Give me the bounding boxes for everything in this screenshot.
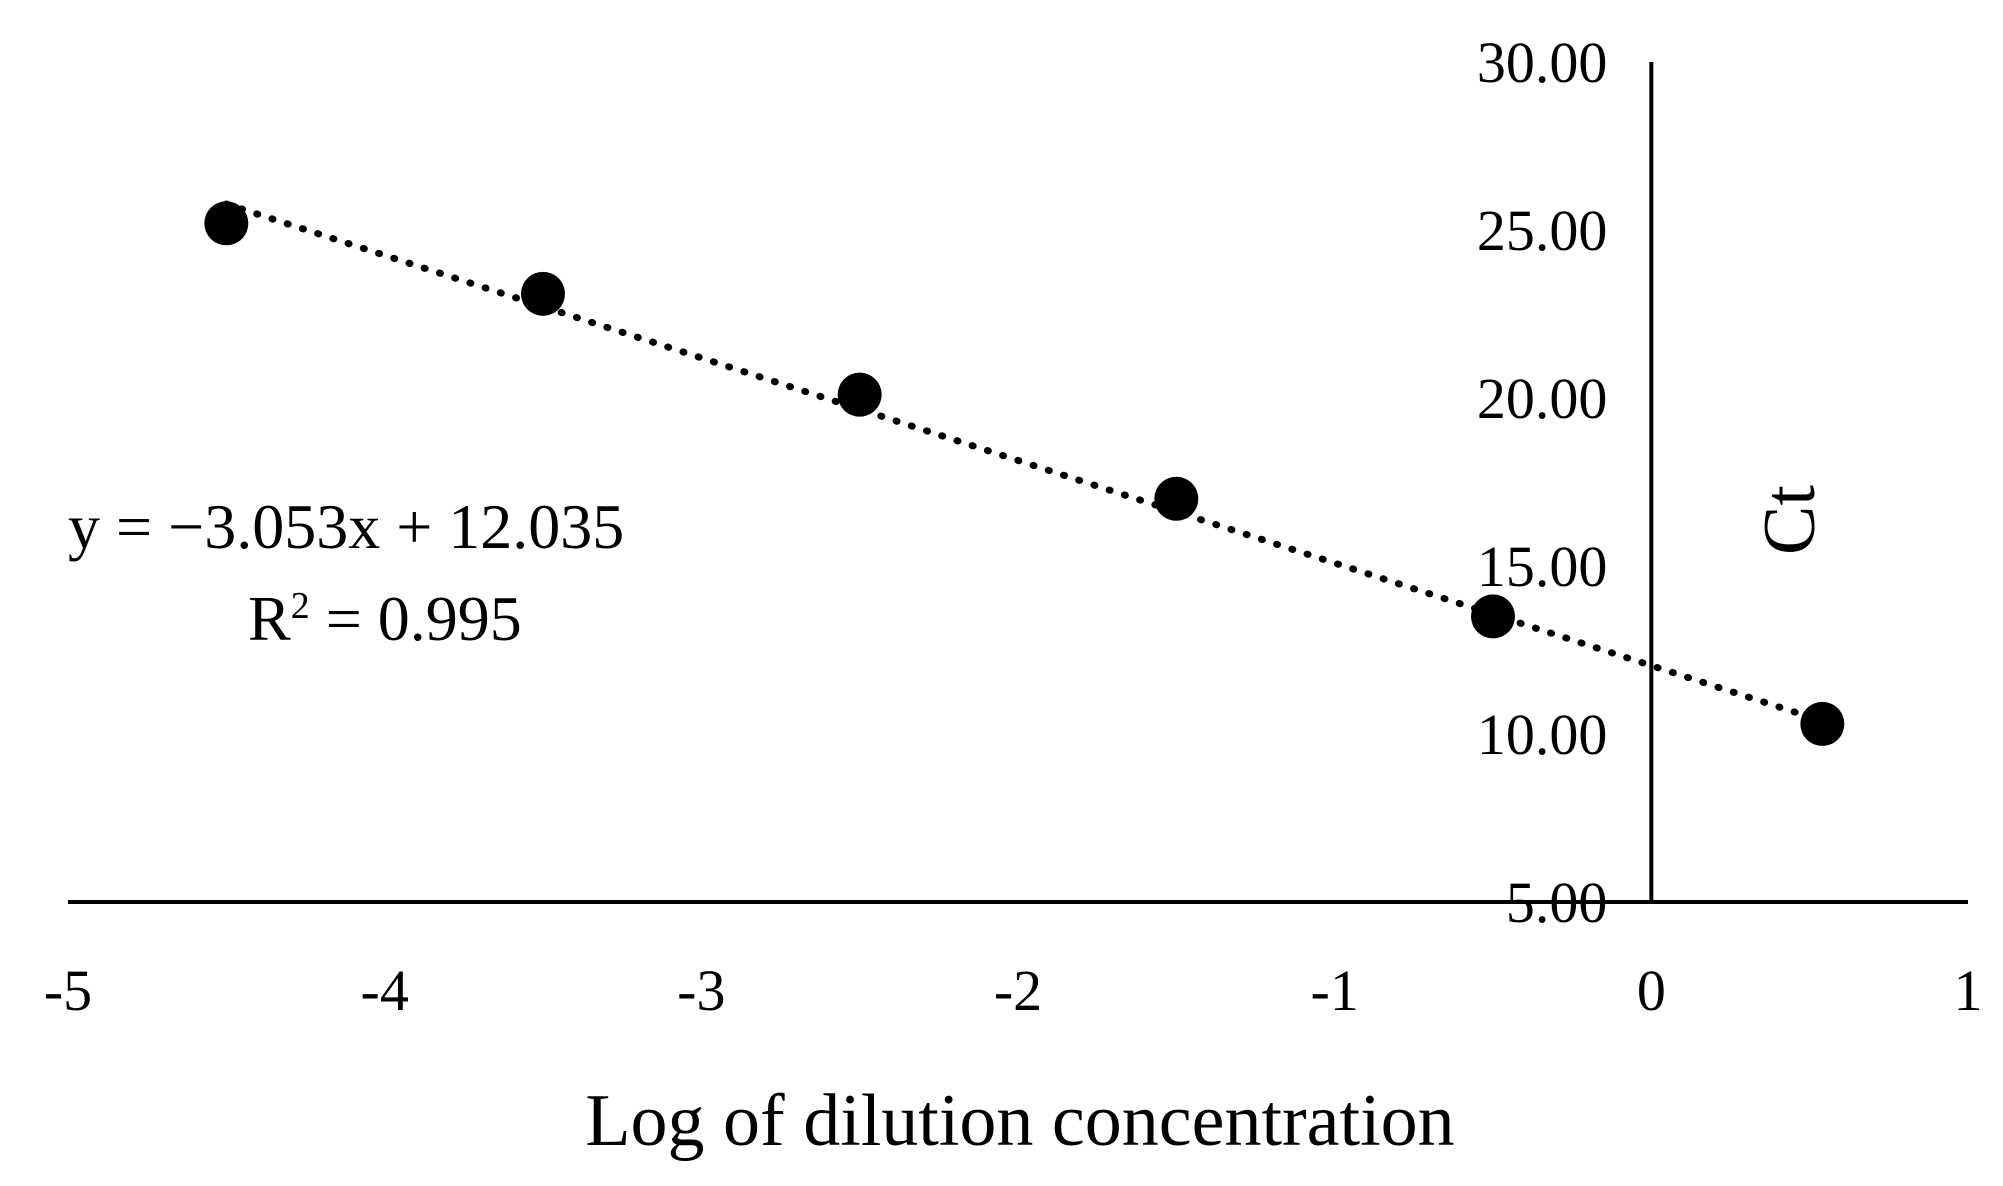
x-tick-label: -1 [1311,958,1359,1023]
data-point [204,201,249,246]
data-point [837,372,882,417]
r-squared: R2 = 0.995 [248,583,522,654]
y-tick-label: 25.00 [1477,198,1608,263]
data-point [521,271,565,316]
y-tick-label: 20.00 [1477,366,1608,431]
x-tick-label: -2 [994,958,1042,1023]
y-tick-labels: 5.00 10.00 15.00 20.00 25.00 30.00 [1477,30,1608,935]
y-tick-label: 30.00 [1477,30,1608,95]
x-axis-title: Log of dilution concentration [585,1080,1454,1162]
r-squared-superscript: 2 [291,585,310,627]
y-axis-title: Ct [1749,485,1831,555]
x-tick-label: 1 [1954,958,1983,1023]
y-tick-label: 15.00 [1477,534,1608,599]
y-tick-label: 10.00 [1477,702,1608,767]
data-point [1154,476,1199,521]
y-tick-label: 5.00 [1506,870,1608,935]
plot-area: 5.00 10.00 15.00 20.00 25.00 30.00 -5 -4 -3 -2 -1… [44,30,1983,1023]
r-squared-prefix: R [248,583,291,654]
x-tick-label: 0 [1637,958,1666,1023]
x-tick-label: -5 [44,958,92,1023]
x-tick-label: -4 [361,958,409,1023]
data-point [1471,594,1515,639]
x-tick-label: -3 [677,958,725,1023]
r-squared-value: = 0.995 [310,583,522,654]
data-point [1800,701,1845,746]
data-points [204,201,1845,746]
x-tick-labels: -5 -4 -3 -2 -1 0 1 [44,958,1983,1023]
regression-equation: y = −3.053x + 12.035 [68,491,624,562]
